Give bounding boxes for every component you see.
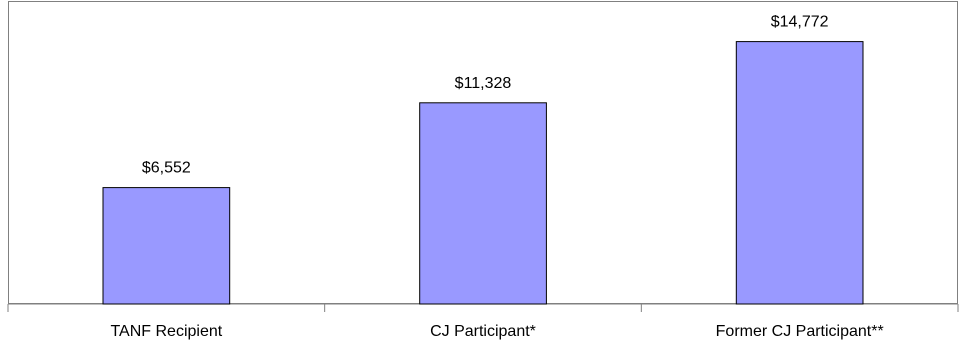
category-label: TANF Recipient <box>110 323 222 340</box>
x-axis <box>7 303 959 312</box>
bars-group <box>102 41 864 305</box>
category-label: CJ Participant* <box>430 323 536 340</box>
bar <box>419 102 547 305</box>
bar-value-label: $11,328 <box>455 75 512 92</box>
category-labels-group: TANF Recipient CJ Participant* Former CJ P… <box>110 323 883 340</box>
bar <box>735 41 864 305</box>
value-labels-group: $6,552 $11,328 $14,772 <box>142 14 829 177</box>
bar-value-label: $14,772 <box>771 14 829 31</box>
category-label: Former CJ Participant** <box>716 323 884 340</box>
bar <box>102 187 231 305</box>
bar-value-label: $6,552 <box>142 160 191 177</box>
